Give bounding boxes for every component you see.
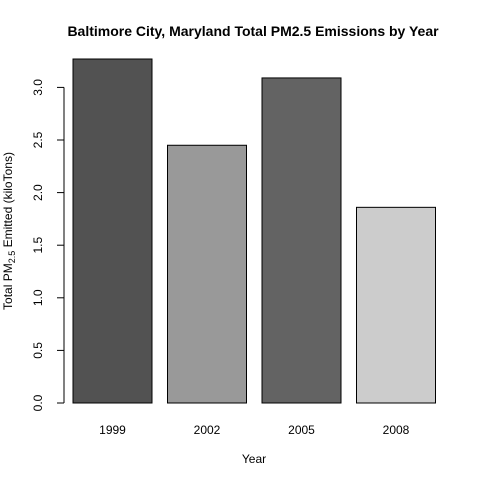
- y-axis: 0.0 0.5 1.0 1.5 2.0 2.5 3.0: [31, 79, 65, 411]
- y-tick-label: 1.0: [31, 289, 45, 306]
- x-tick-label-2002: 2002: [194, 423, 221, 437]
- x-tick-label-1999: 1999: [99, 423, 126, 437]
- y-axis-label-suffix: Emitted (kiloTons): [1, 152, 15, 251]
- y-tick-label: 2.0: [31, 184, 45, 201]
- chart-title: Baltimore City, Maryland Total PM2.5 Emi…: [67, 23, 439, 39]
- x-tick-label-2005: 2005: [288, 423, 315, 437]
- x-tick-label-2008: 2008: [383, 423, 410, 437]
- y-axis-label-prefix: Total PM: [1, 263, 15, 310]
- y-tick-label: 0.5: [31, 342, 45, 359]
- bar-2002: [167, 144, 247, 404]
- bars-group: [72, 58, 436, 404]
- x-axis-label: Year: [242, 452, 266, 466]
- y-tick-label: 0.0: [31, 394, 45, 411]
- bar-1999: [72, 58, 153, 404]
- bar-2005: [261, 77, 342, 404]
- y-tick-label: 3.0: [31, 79, 45, 96]
- x-tick-labels: 1999 2002 2005 2008: [99, 423, 410, 437]
- y-axis-label-subscript: 2.5: [7, 251, 17, 264]
- y-axis-label: Total PM2.5 Emitted (kiloTons): [1, 152, 17, 310]
- bar-2008: [356, 206, 436, 404]
- y-tick-label: 2.5: [31, 131, 45, 148]
- y-tick-label: 1.5: [31, 237, 45, 254]
